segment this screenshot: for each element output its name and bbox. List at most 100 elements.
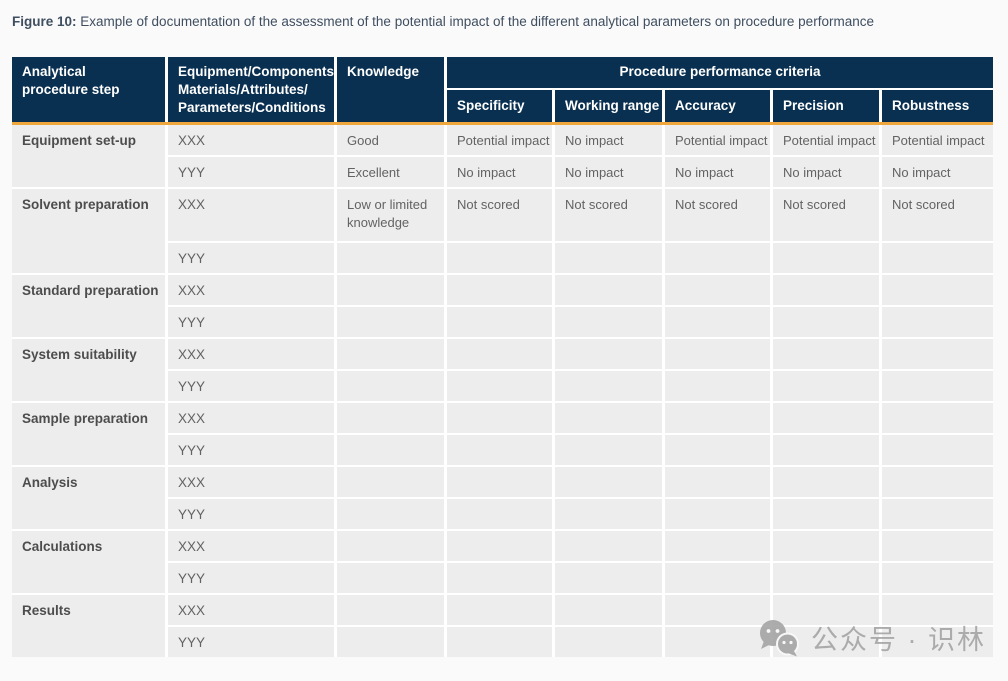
value-cell bbox=[773, 243, 879, 273]
header-criterion-precision: Precision bbox=[773, 90, 879, 123]
value-cell bbox=[447, 243, 552, 273]
step-cell: Solvent preparation bbox=[12, 189, 165, 273]
step-cell: Standard preparation bbox=[12, 275, 165, 337]
header-criterion-robustness: Robustness bbox=[882, 90, 993, 123]
step-cell: Analysis bbox=[12, 467, 165, 529]
value-cell bbox=[555, 563, 662, 593]
step-cell: Equipment set-up bbox=[12, 125, 165, 187]
knowledge-cell bbox=[337, 435, 444, 465]
knowledge-cell bbox=[337, 275, 444, 305]
knowledge-cell bbox=[337, 307, 444, 337]
item-cell: XXX bbox=[168, 125, 334, 155]
value-cell bbox=[447, 531, 552, 561]
value-cell bbox=[447, 595, 552, 625]
value-cell bbox=[665, 531, 770, 561]
value-cell bbox=[773, 531, 879, 561]
value-cell bbox=[773, 467, 879, 497]
value-cell bbox=[555, 435, 662, 465]
value-cell bbox=[882, 499, 993, 529]
value-cell bbox=[665, 467, 770, 497]
item-cell: XXX bbox=[168, 595, 334, 625]
value-cell: Not scored bbox=[665, 189, 770, 241]
value-cell bbox=[882, 371, 993, 401]
item-cell: XXX bbox=[168, 275, 334, 305]
step-cell: System suitability bbox=[12, 339, 165, 401]
value-cell: Not scored bbox=[555, 189, 662, 241]
value-cell: No impact bbox=[882, 157, 993, 187]
figure-caption-label: Figure 10: bbox=[12, 14, 77, 29]
value-cell bbox=[447, 275, 552, 305]
value-cell bbox=[773, 499, 879, 529]
value-cell bbox=[555, 339, 662, 369]
value-cell bbox=[555, 499, 662, 529]
item-cell: XXX bbox=[168, 339, 334, 369]
value-cell bbox=[882, 307, 993, 337]
header-procedure-performance-criteria: Procedure performance criteria bbox=[447, 57, 993, 88]
step-cell: Sample preparation bbox=[12, 403, 165, 465]
knowledge-cell bbox=[337, 371, 444, 401]
item-cell: XXX bbox=[168, 189, 334, 241]
value-cell bbox=[882, 339, 993, 369]
knowledge-cell bbox=[337, 403, 444, 433]
value-cell bbox=[447, 371, 552, 401]
header-criterion-working-range: Working range bbox=[555, 90, 662, 123]
value-cell bbox=[882, 563, 993, 593]
value-cell bbox=[773, 339, 879, 369]
value-cell bbox=[665, 403, 770, 433]
item-cell: YYY bbox=[168, 243, 334, 273]
value-cell bbox=[447, 435, 552, 465]
value-cell bbox=[555, 307, 662, 337]
value-cell: No impact bbox=[447, 157, 552, 187]
step-cell: Calculations bbox=[12, 531, 165, 593]
value-cell: Potential impact bbox=[447, 125, 552, 155]
value-cell: No impact bbox=[773, 157, 879, 187]
item-cell: YYY bbox=[168, 627, 334, 657]
value-cell: No impact bbox=[555, 125, 662, 155]
value-cell bbox=[447, 307, 552, 337]
value-cell bbox=[665, 563, 770, 593]
knowledge-cell bbox=[337, 499, 444, 529]
item-cell: YYY bbox=[168, 157, 334, 187]
item-cell: XXX bbox=[168, 531, 334, 561]
value-cell bbox=[665, 307, 770, 337]
knowledge-cell bbox=[337, 243, 444, 273]
item-cell: YYY bbox=[168, 563, 334, 593]
step-cell: Results bbox=[12, 595, 165, 657]
knowledge-cell bbox=[337, 531, 444, 561]
figure-caption: Figure 10: Example of documentation of t… bbox=[12, 14, 874, 29]
item-cell: YYY bbox=[168, 307, 334, 337]
watermark: 公众号 · 识林 bbox=[757, 618, 986, 657]
value-cell: Potential impact bbox=[773, 125, 879, 155]
value-cell bbox=[665, 595, 770, 625]
value-cell bbox=[665, 275, 770, 305]
value-cell bbox=[447, 467, 552, 497]
item-cell: XXX bbox=[168, 467, 334, 497]
value-cell bbox=[882, 275, 993, 305]
item-cell: YYY bbox=[168, 435, 334, 465]
value-cell bbox=[665, 243, 770, 273]
value-cell bbox=[773, 563, 879, 593]
value-cell bbox=[555, 627, 662, 657]
knowledge-cell bbox=[337, 627, 444, 657]
header-accent-bar bbox=[12, 122, 993, 125]
value-cell bbox=[882, 595, 993, 625]
value-cell bbox=[447, 499, 552, 529]
value-cell bbox=[665, 371, 770, 401]
value-cell bbox=[882, 531, 993, 561]
value-cell bbox=[665, 499, 770, 529]
value-cell bbox=[882, 627, 993, 657]
chat-bubbles-icon bbox=[760, 619, 799, 656]
header-criterion-specificity: Specificity bbox=[447, 90, 552, 123]
value-cell: Not scored bbox=[773, 189, 879, 241]
value-cell bbox=[447, 627, 552, 657]
item-cell: YYY bbox=[168, 499, 334, 529]
value-cell bbox=[773, 371, 879, 401]
header-equipment-components: Equipment/Components/Materials/Attribute… bbox=[168, 57, 338, 123]
knowledge-cell bbox=[337, 595, 444, 625]
item-cell: XXX bbox=[168, 403, 334, 433]
value-cell: No impact bbox=[665, 157, 770, 187]
item-cell: YYY bbox=[168, 371, 334, 401]
header-knowledge: Knowledge bbox=[337, 57, 444, 123]
value-cell: Not scored bbox=[882, 189, 993, 241]
value-cell: Potential impact bbox=[665, 125, 770, 155]
